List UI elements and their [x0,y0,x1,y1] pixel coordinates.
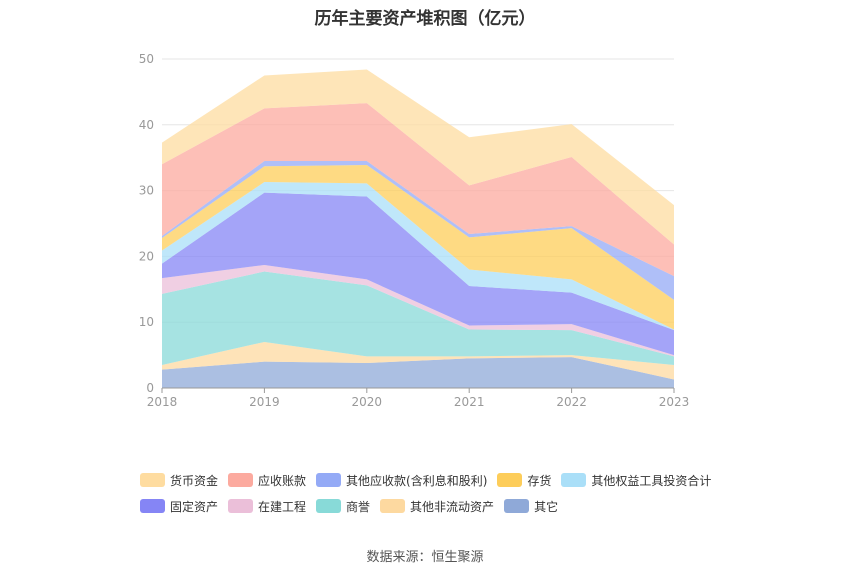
y-tick-label: 50 [139,52,154,66]
stacked-area-chart: 0 10 20 30 40 50 2018 2019 2020 2021 2022 2023 [139,52,690,409]
chart-title: 历年主要资产堆积图（亿元） [314,9,536,29]
area-series-band [162,103,674,277]
legend-label: 固定资产 [170,499,219,514]
legend-swatch [316,473,342,487]
area-series-band [162,69,674,245]
legend-row: 固定资产 在建工程 商誉 其他非流动资产 其它 [140,498,740,514]
x-tick-label: 2020 [352,395,383,409]
legend-item[interactable]: 应收账款 [228,472,306,489]
legend-swatch [497,473,523,487]
legend: 货币资金 应收账款 其他应收款(含利息和股利) 存货 其他权益工具投资合计固定资产 在建工… [140,472,740,524]
legend-label: 应收账款 [258,473,307,488]
legend-swatch [140,499,165,513]
y-tick-label: 20 [139,249,154,263]
legend-label: 其他权益工具投资合计 [591,473,712,488]
legend-item[interactable]: 其它 [504,498,558,515]
legend-item[interactable]: 在建工程 [228,498,306,515]
legend-label: 其它 [534,499,559,514]
legend-item[interactable]: 其他应收款(含利息和股利) [316,472,487,489]
legend-label: 其他应收款(含利息和股利) [346,473,488,488]
legend-item[interactable]: 货币资金 [140,472,218,489]
x-tick-label: 2019 [249,395,280,409]
area-series-band [162,271,674,365]
legend-label: 货币资金 [170,473,219,488]
legend-swatch [316,499,342,513]
x-tick-label: 2022 [556,395,587,409]
y-tick-label: 10 [139,315,154,329]
x-tick-label: 2023 [659,395,690,409]
area-series-band [162,357,674,388]
legend-swatch [228,473,254,487]
legend-item[interactable]: 其他非流动资产 [380,498,494,515]
area-series-band [162,192,674,356]
area-series-band [162,341,674,380]
legend-swatch [380,499,406,513]
area-series-band [162,164,674,330]
y-tick-label: 30 [139,184,154,198]
legend-item[interactable]: 存货 [497,472,551,489]
legend-label: 商誉 [346,499,371,514]
source-note: 数据来源：恒生聚源 [366,550,484,565]
x-tick-label: 2021 [454,395,485,409]
legend-swatch [561,473,587,487]
y-tick-label: 0 [146,381,154,395]
legend-item[interactable]: 商誉 [316,498,370,515]
y-tick-label: 40 [139,118,154,132]
x-tick-label: 2018 [147,395,178,409]
area-series-band [162,264,674,357]
legend-label: 在建工程 [258,499,307,514]
legend-swatch [228,499,254,513]
legend-item[interactable]: 固定资产 [140,498,218,515]
legend-label: 其他非流动资产 [410,499,495,514]
legend-swatch [140,473,165,487]
axes: 0 10 20 30 40 50 2018 2019 2020 2021 2022 2023 [139,52,690,409]
area-series [162,69,674,388]
legend-row: 货币资金 应收账款 其他应收款(含利息和股利) 存货 其他权益工具投资合计 [140,472,740,488]
legend-label: 存货 [527,473,552,488]
legend-item[interactable]: 其他权益工具投资合计 [561,472,711,489]
legend-swatch [504,499,530,513]
